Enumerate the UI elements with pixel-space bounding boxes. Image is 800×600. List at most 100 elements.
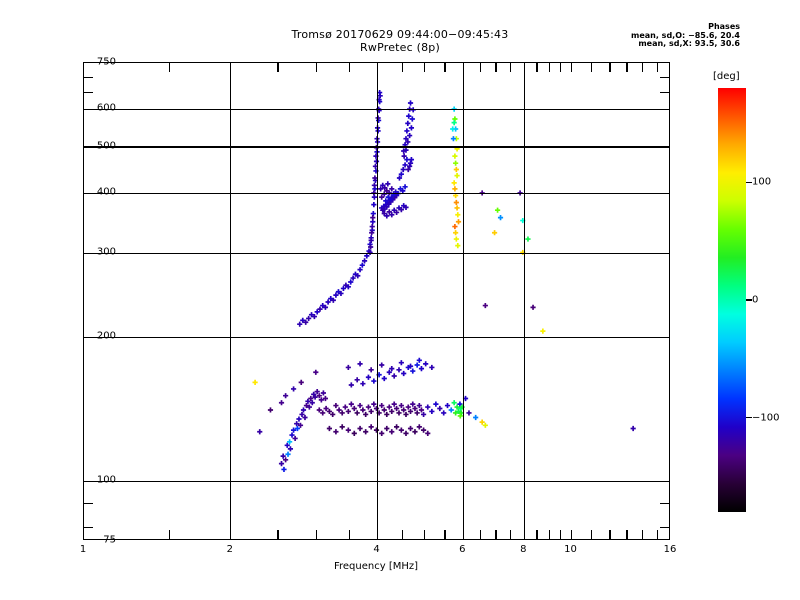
data-point — [453, 160, 459, 166]
data-point — [452, 223, 458, 230]
data-point — [433, 401, 439, 407]
data-point — [365, 404, 372, 410]
data-point — [450, 136, 457, 142]
data-point — [404, 128, 410, 134]
x-minor-tick — [230, 63, 232, 72]
y-minor-tick — [84, 76, 93, 78]
x-gridline — [523, 63, 525, 539]
data-point — [455, 408, 462, 415]
y-minor-tick — [84, 336, 93, 339]
data-point — [345, 427, 351, 433]
x-minor-tick — [495, 63, 497, 72]
data-point — [369, 230, 375, 236]
data-point — [479, 419, 485, 425]
data-point — [290, 427, 297, 433]
data-point — [414, 362, 420, 368]
data-point — [363, 429, 369, 435]
data-point — [297, 321, 303, 327]
data-point — [292, 435, 298, 442]
x-minor-tick — [536, 530, 538, 539]
x-gridline — [462, 63, 465, 539]
data-point — [320, 390, 326, 396]
y-minor-tick — [84, 146, 93, 148]
y-minor-tick — [660, 76, 669, 78]
data-point — [379, 362, 385, 368]
data-point — [451, 180, 457, 186]
data-point — [406, 113, 412, 119]
data-point — [365, 374, 372, 380]
y-minor-tick — [84, 526, 93, 529]
data-point — [401, 153, 407, 159]
data-point — [368, 244, 374, 250]
data-point — [298, 379, 304, 385]
data-point — [290, 386, 297, 392]
chart-title: Tromsø 20170629 09:44:00−09:45:43 — [291, 28, 509, 41]
data-point — [359, 262, 365, 268]
data-point — [302, 414, 308, 421]
data-point — [371, 378, 377, 384]
x-minor-tick — [656, 530, 658, 539]
data-point — [368, 237, 374, 243]
x-gridline — [230, 63, 232, 539]
data-point — [333, 292, 339, 298]
data-point — [326, 425, 333, 432]
data-point — [389, 212, 395, 218]
data-point — [379, 403, 385, 409]
y-minor-tick — [660, 92, 669, 94]
data-point — [370, 215, 376, 221]
data-point — [336, 407, 342, 413]
data-point — [398, 427, 404, 433]
data-point — [314, 309, 320, 315]
data-point — [404, 157, 410, 163]
data-point — [354, 410, 360, 416]
x-gridline — [376, 63, 379, 539]
x-minor-tick — [479, 530, 481, 539]
data-point — [491, 230, 498, 236]
data-point — [540, 328, 546, 334]
x-minor-tick — [642, 63, 644, 72]
data-point — [367, 249, 373, 256]
data-point — [373, 405, 380, 412]
data-point — [396, 175, 403, 181]
y-minor-tick — [660, 146, 669, 148]
y-gridline — [84, 108, 669, 110]
data-point — [398, 360, 404, 366]
x-tick-label: 2 — [226, 544, 233, 555]
data-point — [317, 306, 323, 312]
data-point — [408, 157, 415, 163]
y-minor-tick — [660, 502, 669, 504]
x-minor-tick — [656, 63, 658, 72]
data-point — [338, 290, 344, 297]
data-point — [412, 429, 418, 435]
data-point — [429, 364, 435, 371]
x-minor-tick — [401, 530, 404, 539]
data-point — [451, 120, 457, 126]
x-minor-tick — [495, 530, 497, 539]
y-tick-label: 75 — [103, 534, 116, 546]
chart-subtitle: RwPretec (8p) — [360, 41, 440, 54]
data-point — [407, 100, 414, 106]
data-point — [252, 379, 258, 385]
data-point — [371, 182, 377, 188]
data-point — [303, 319, 309, 325]
x-minor-tick — [376, 63, 379, 72]
data-point — [448, 407, 454, 413]
x-minor-tick — [444, 63, 446, 72]
data-point — [368, 408, 374, 415]
data-point — [328, 295, 334, 302]
data-point — [300, 317, 306, 323]
data-point — [452, 186, 458, 192]
x-minor-tick — [509, 63, 512, 72]
x-minor-tick — [523, 530, 525, 539]
colorbar-tick-mark — [746, 417, 752, 419]
data-point — [306, 315, 312, 322]
y-minor-tick — [660, 252, 669, 254]
x-minor-tick — [591, 63, 593, 72]
y-minor-tick — [84, 108, 93, 110]
data-point — [285, 451, 291, 457]
phase-stats-x-line: mean, sd,X: 93.5, 30.6 — [638, 39, 740, 49]
data-point — [300, 407, 307, 413]
colorbar-tick-label: −100 — [752, 412, 780, 424]
x-minor-tick — [570, 63, 573, 72]
data-point — [379, 430, 385, 436]
